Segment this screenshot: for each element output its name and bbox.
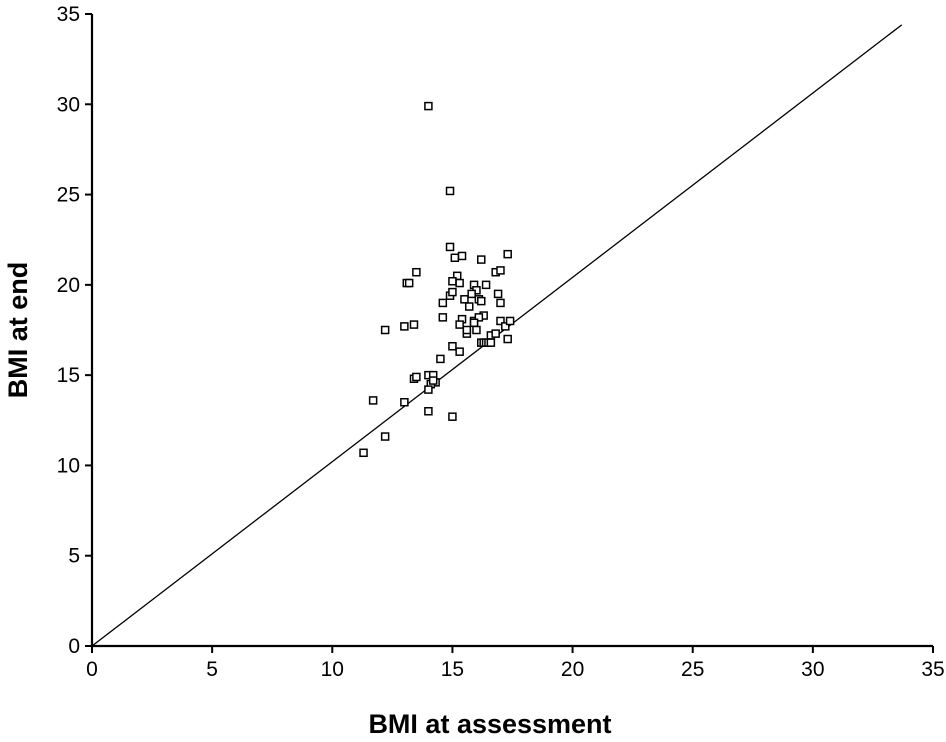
y-tick-label: 15 <box>57 364 80 387</box>
data-point <box>380 325 390 335</box>
data-point <box>501 322 510 331</box>
data-point <box>424 101 433 111</box>
y-axis-title: BMI at end <box>3 262 33 399</box>
x-tick-label: 10 <box>321 658 344 681</box>
data-point <box>380 432 390 441</box>
data-point <box>464 302 474 311</box>
data-point <box>503 249 512 259</box>
y-tick-label: 30 <box>57 93 80 116</box>
data-point <box>477 296 486 306</box>
data-point <box>424 385 433 394</box>
data-point <box>457 251 467 261</box>
data-points <box>359 101 515 458</box>
data-point <box>436 354 445 364</box>
data-point <box>428 376 438 385</box>
data-point <box>481 280 491 290</box>
data-point <box>445 242 455 252</box>
data-point <box>474 313 484 322</box>
data-point <box>359 448 368 458</box>
data-point <box>472 325 481 335</box>
data-point <box>412 372 421 382</box>
data-point <box>486 338 496 347</box>
data-point <box>400 397 409 407</box>
y-axis-ticks: 0 5 10 15 20 25 30 35 <box>57 3 92 658</box>
data-point <box>404 278 414 288</box>
data-point <box>450 253 460 263</box>
data-point <box>412 267 421 277</box>
y-tick-label: 35 <box>57 3 80 26</box>
data-point <box>477 255 486 264</box>
data-point <box>503 334 512 344</box>
data-point <box>448 342 457 351</box>
data-point <box>448 276 457 286</box>
y-tick-label: 20 <box>57 274 80 297</box>
y-tick-label: 0 <box>68 635 80 658</box>
data-point <box>448 287 457 297</box>
data-point <box>368 396 378 405</box>
x-tick-label: 5 <box>206 658 218 681</box>
data-point <box>455 278 464 288</box>
data-point <box>455 347 464 356</box>
x-tick-label: 35 <box>921 658 944 681</box>
y-tick-label: 10 <box>57 454 80 477</box>
data-point <box>467 289 476 299</box>
data-point <box>496 316 505 326</box>
y-tick-label: 25 <box>57 184 80 207</box>
data-point <box>409 320 419 329</box>
data-point <box>469 318 479 328</box>
x-tick-label: 20 <box>561 658 584 681</box>
data-point <box>438 298 448 308</box>
data-point <box>445 186 455 196</box>
data-point <box>462 325 472 335</box>
x-tick-label: 15 <box>441 658 464 681</box>
data-point <box>448 412 457 421</box>
data-point <box>400 322 409 331</box>
data-point <box>491 329 500 338</box>
data-point <box>496 298 505 308</box>
data-point <box>496 266 505 275</box>
data-point <box>460 295 469 304</box>
data-point <box>438 313 448 322</box>
x-tick-label: 30 <box>801 658 824 681</box>
y-tick-label: 5 <box>68 545 80 568</box>
x-axis-title: BMI at assessment <box>368 709 611 739</box>
data-point <box>455 320 464 329</box>
x-axis-ticks: 0 5 10 15 20 25 30 35 <box>86 646 945 681</box>
x-tick-label: 0 <box>86 658 98 681</box>
data-point <box>505 316 515 326</box>
data-point <box>493 289 503 299</box>
data-point <box>424 407 433 416</box>
x-tick-label: 25 <box>681 658 704 681</box>
